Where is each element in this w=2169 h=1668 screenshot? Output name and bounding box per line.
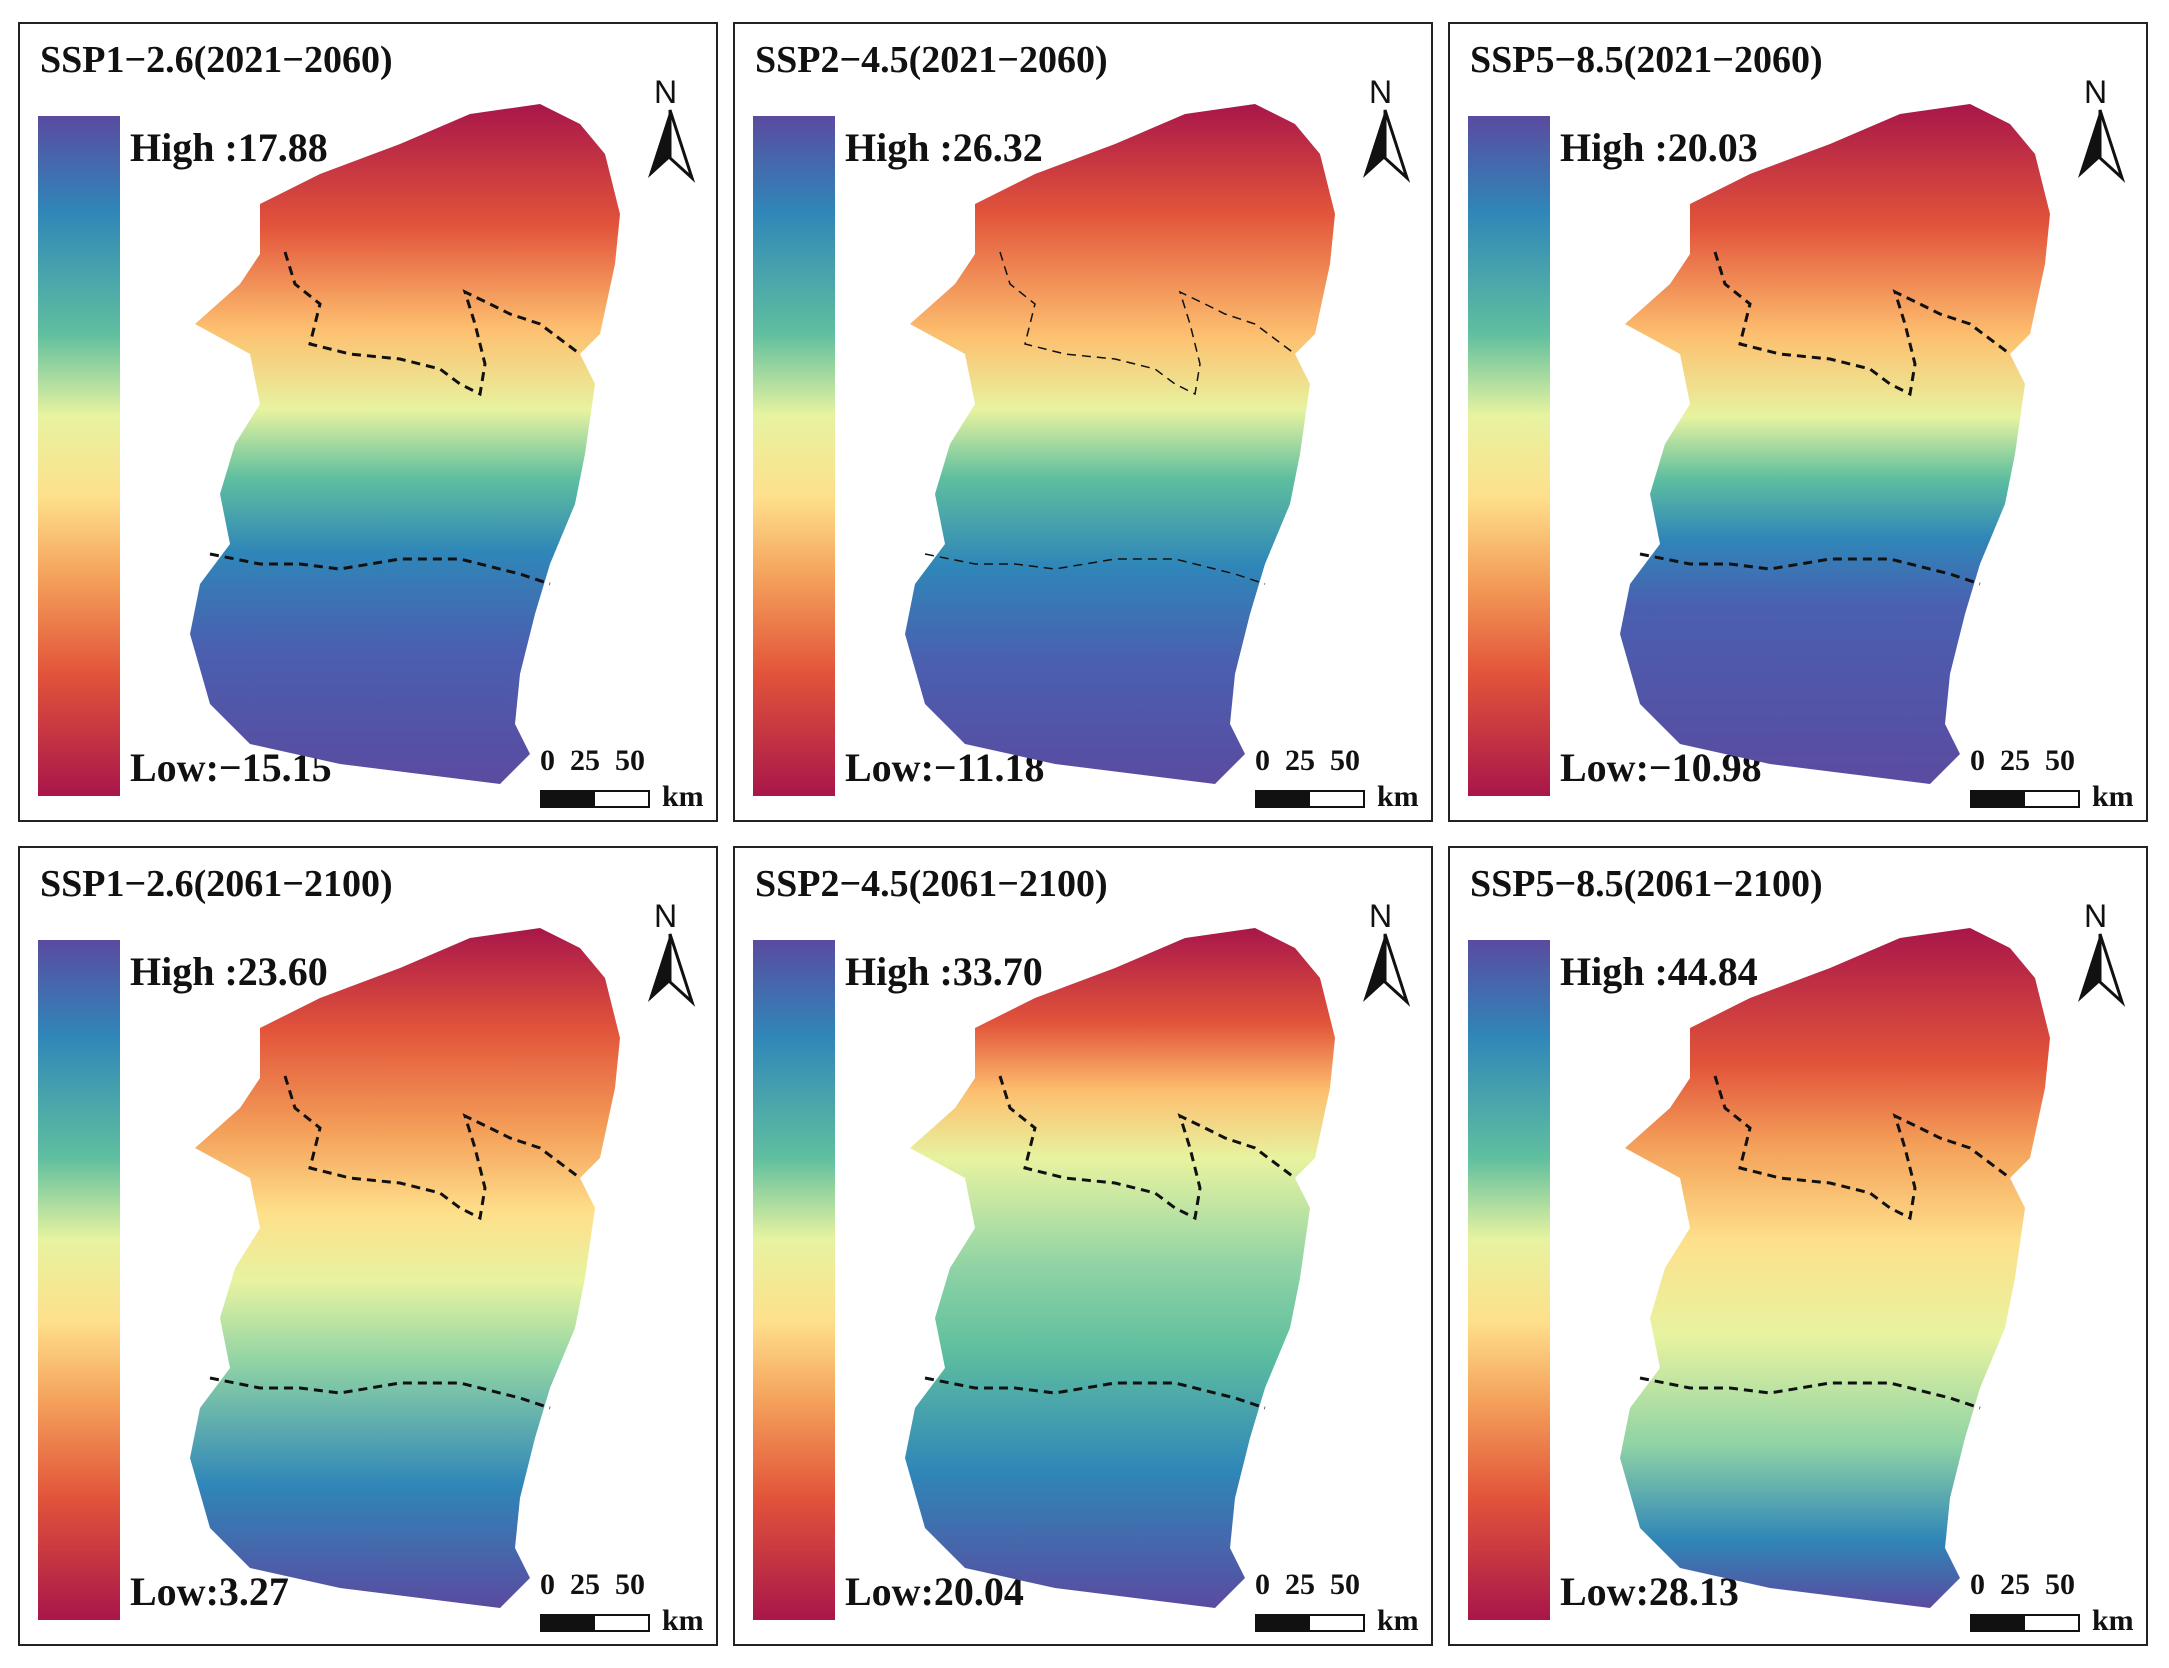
legend-high-label: High :33.70	[845, 949, 1043, 994]
study-region	[905, 104, 1335, 784]
region-map	[905, 104, 1335, 784]
legend-low-label: Low:3.27	[130, 1569, 289, 1614]
legend-low-label: Low:20.04	[845, 1569, 1024, 1614]
panel-title: SSP2−4.5(2061−2100)	[755, 863, 1108, 905]
color-legend-bar	[1468, 940, 1550, 1620]
north-arrow-icon: N	[2070, 898, 2130, 1008]
scale-bar: 0 25 50 km	[540, 744, 704, 813]
zone-boundary-north	[1713, 1075, 2011, 1221]
map-panel: SSP2−4.5(2021−2060) High :26.32 Low:−11.…	[733, 22, 1433, 822]
zone-boundary-south	[1639, 552, 1981, 586]
map-panel: SSP5−8.5(2061−2100) High :44.84 Low:28.1…	[1448, 846, 2148, 1646]
north-arrow-icon: N	[640, 898, 700, 1008]
panel-title: SSP5−8.5(2021−2060)	[1470, 39, 1823, 81]
region-map	[1620, 928, 2050, 1608]
color-legend-bar	[1468, 116, 1550, 796]
color-legend-bar	[38, 116, 120, 796]
panel-title: SSP5−8.5(2061−2100)	[1470, 863, 1823, 905]
legend-high-label: High :26.32	[845, 125, 1043, 170]
color-legend-bar	[753, 940, 835, 1620]
panel-title: SSP1−2.6(2061−2100)	[40, 863, 393, 905]
panel-title: SSP1−2.6(2021−2060)	[40, 39, 393, 81]
study-region	[905, 928, 1335, 1608]
map-panel: SSP5−8.5(2021−2060) High :20.03 Low:−10.…	[1448, 22, 2148, 822]
legend-high-label: High :17.88	[130, 125, 328, 170]
region-map	[190, 928, 620, 1608]
zone-boundary-south	[209, 552, 551, 586]
north-arrow-icon: N	[2070, 74, 2130, 184]
panel-title: SSP2−4.5(2021−2060)	[755, 39, 1108, 81]
zone-boundary-north	[1713, 251, 2011, 397]
scale-bar: 0 25 50 km	[1970, 1568, 2134, 1637]
region-map	[905, 928, 1335, 1608]
legend-high-label: High :20.03	[1560, 125, 1758, 170]
scale-bar: 0 25 50 km	[1970, 744, 2134, 813]
legend-high-label: High :44.84	[1560, 949, 1758, 994]
zone-boundary-north	[999, 251, 1296, 396]
study-region	[190, 928, 620, 1608]
zone-boundary-north	[998, 1075, 1296, 1221]
map-panel: SSP1−2.6(2061−2100) High :23.60 Low:3.27…	[18, 846, 718, 1646]
north-arrow-icon: N	[1355, 74, 1415, 184]
scale-bar: 0 25 50 km	[1255, 1568, 1419, 1637]
zone-boundary-north	[283, 251, 581, 397]
region-map	[1620, 104, 2050, 784]
map-panel: SSP2−4.5(2061−2100) High :33.70 Low:20.0…	[733, 846, 1433, 1646]
scale-bar: 0 25 50 km	[540, 1568, 704, 1637]
north-arrow-icon: N	[640, 74, 700, 184]
zone-boundary-north	[283, 1075, 581, 1221]
north-arrow-icon: N	[1355, 898, 1415, 1008]
study-region	[1620, 928, 2050, 1608]
zone-boundary-south	[924, 1376, 1266, 1410]
region-map	[190, 104, 620, 784]
legend-high-label: High :23.60	[130, 949, 328, 994]
color-legend-bar	[38, 940, 120, 1620]
map-panel: SSP1−2.6(2021−2060) High :17.88 Low:−15.…	[18, 22, 718, 822]
legend-low-label: Low:28.13	[1560, 1569, 1739, 1614]
scale-bar: 0 25 50 km	[1255, 744, 1419, 813]
zone-boundary-south	[209, 1376, 551, 1410]
color-legend-bar	[753, 116, 835, 796]
zone-boundary-south	[924, 553, 1266, 585]
zone-boundary-south	[1639, 1376, 1981, 1410]
study-region	[1620, 104, 2050, 784]
study-region	[190, 104, 620, 784]
